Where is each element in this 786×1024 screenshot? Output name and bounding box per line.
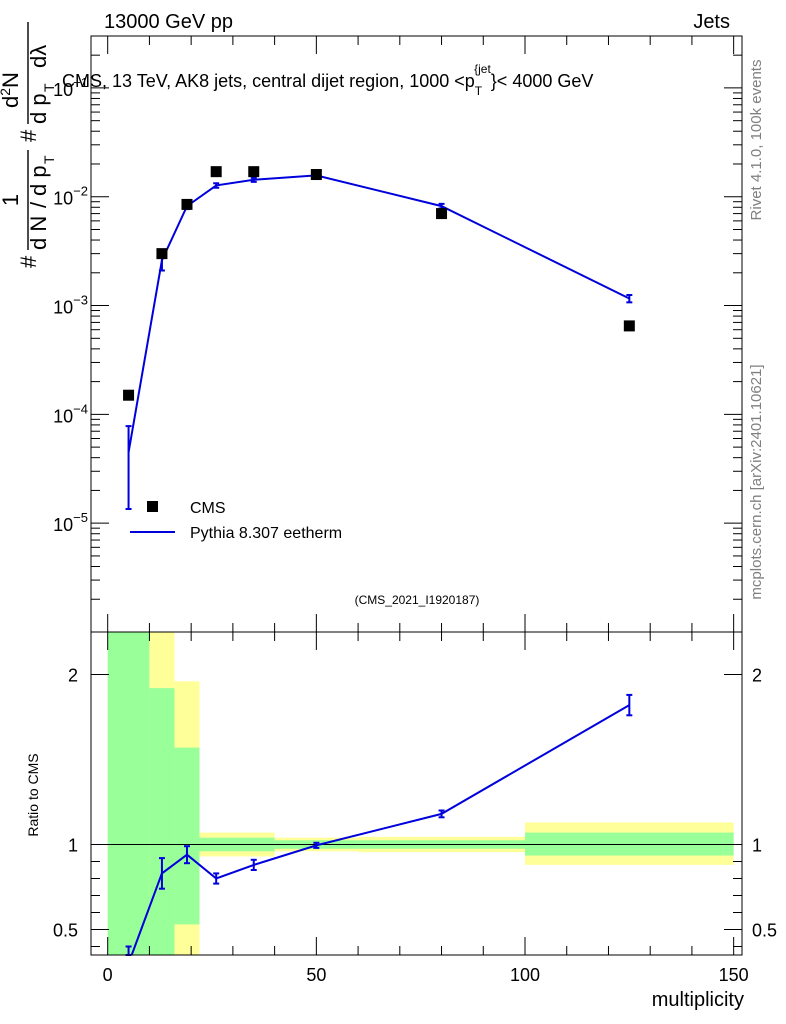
- ratio-plot: 0 50 100 150 0.5 0.5 1 1 2 2: [53, 631, 777, 986]
- main-ytick-base: 10: [53, 80, 73, 100]
- main-ylabel: # 1 d N / d p T # d2N d p T dλ: [0, 22, 57, 268]
- main-ytick-base: 10: [53, 298, 73, 318]
- main-ytick-exp: −5: [73, 510, 88, 525]
- main-ytick-exp: −2: [73, 184, 88, 199]
- legend-label-cms: CMS: [190, 500, 226, 517]
- legend-label-pythia: Pythia 8.307 eetherm: [190, 525, 342, 542]
- ratio-line: [130, 704, 630, 956]
- main-ticks: [91, 36, 742, 633]
- title-sup: {jet: [474, 62, 491, 76]
- cms-point: [156, 248, 168, 260]
- ylabel-dN-text: d N: [26, 216, 51, 250]
- main-ytick-label: 10−5: [53, 510, 88, 535]
- ylabel-hash2: #: [16, 129, 41, 142]
- main-ytick-label: 10−1: [53, 75, 88, 100]
- main-plot: 10−510−410−310−210−1: [53, 35, 743, 633]
- main-ytick-exp: −1: [73, 75, 88, 90]
- ylabel-dN: d N: [26, 216, 51, 250]
- ylabel-hash1: #: [16, 255, 41, 268]
- ylabel-sq: 2: [0, 88, 13, 96]
- ratio-ylabel: Ratio to CMS: [25, 753, 41, 836]
- pythia-line: [127, 174, 630, 453]
- mcplots-note: mcplots.cern.ch [arXiv:2401.10621]: [748, 364, 765, 599]
- main-ytick-base: 10: [53, 189, 73, 209]
- main-tick-labels: 10−510−410−310−210−1: [53, 75, 88, 535]
- ratio-band-inner: [149, 688, 175, 955]
- rivet-note: Rivet 4.1.0, 100k events: [748, 60, 765, 221]
- ratio-ytick-label-right: 1: [752, 836, 762, 856]
- cms-point: [310, 169, 322, 181]
- ylabel-T: T: [41, 155, 57, 164]
- ylabel-dl: dλ: [26, 45, 51, 68]
- ratio-ytick-label-right: 0.5: [752, 921, 777, 941]
- ylabel-T2: T: [41, 83, 57, 92]
- ratio-band-inner: [107, 632, 150, 955]
- analysis-watermark: (CMS_2021_I1920187): [355, 593, 480, 607]
- ylabel-dp2: d p: [26, 93, 51, 124]
- ratio-xtick-label: 150: [719, 965, 749, 985]
- ratio-ytick-label: 2: [68, 666, 78, 686]
- ylabel-d: d: [0, 96, 23, 108]
- ratio-ytick-label-right: 2: [752, 666, 762, 686]
- cms-point: [436, 208, 448, 220]
- cms-point: [623, 320, 635, 332]
- main-ytick-label: 10−4: [53, 401, 88, 426]
- ratio-frame: [90, 631, 743, 956]
- main-ytick-label: 10−2: [53, 184, 88, 209]
- x-axis-label: multiplicity: [652, 989, 744, 1011]
- ratio-xtick-label: 0: [103, 965, 113, 985]
- legend-marker-cms: [147, 501, 158, 512]
- cms-point: [210, 166, 222, 178]
- cms-point: [123, 389, 135, 401]
- main-ytick-exp: −4: [73, 401, 88, 416]
- ratio-xtick-label: 50: [306, 965, 326, 985]
- ratio-ytick-label: 0.5: [53, 921, 78, 941]
- ratio-bands: [107, 632, 734, 955]
- title-sub: T: [475, 84, 483, 98]
- cms-point: [248, 166, 260, 178]
- cms-point: [181, 198, 193, 210]
- ratio-band-inner: [174, 747, 200, 925]
- ratio-series: [125, 693, 633, 956]
- ratio-tick-labels: 0 50 100 150 0.5 0.5 1 1 2 2: [53, 666, 777, 986]
- header-left: 13000 GeV pp: [104, 11, 233, 33]
- ylabel-dp: d p: [26, 165, 51, 196]
- main-ytick-base: 10: [53, 406, 73, 426]
- main-ytick-base: 10: [53, 515, 73, 535]
- main-ytick-label: 10−3: [53, 293, 88, 318]
- ratio-ytick-label: 1: [68, 836, 78, 856]
- ylabel-N: N: [0, 72, 23, 88]
- main-series: [123, 166, 635, 511]
- ylabel-one: 1: [0, 194, 23, 206]
- ylabel-slash: /: [26, 201, 51, 208]
- header-right: Jets: [693, 11, 730, 33]
- ratio-xtick-label: 100: [510, 965, 540, 985]
- main-frame: [90, 35, 743, 633]
- legend: CMS Pythia 8.307 eetherm: [130, 500, 342, 542]
- ratio-ticks: [91, 632, 742, 955]
- ylabel-d2N: d2N: [0, 72, 23, 108]
- title-post: }< 4000 GeV: [491, 71, 594, 91]
- title-pre: CMS, 13 TeV, AK8 jets, central dijet reg…: [62, 71, 475, 91]
- main-title: CMS, 13 TeV, AK8 jets, central dijet reg…: [62, 62, 593, 98]
- main-ytick-exp: −3: [73, 293, 88, 308]
